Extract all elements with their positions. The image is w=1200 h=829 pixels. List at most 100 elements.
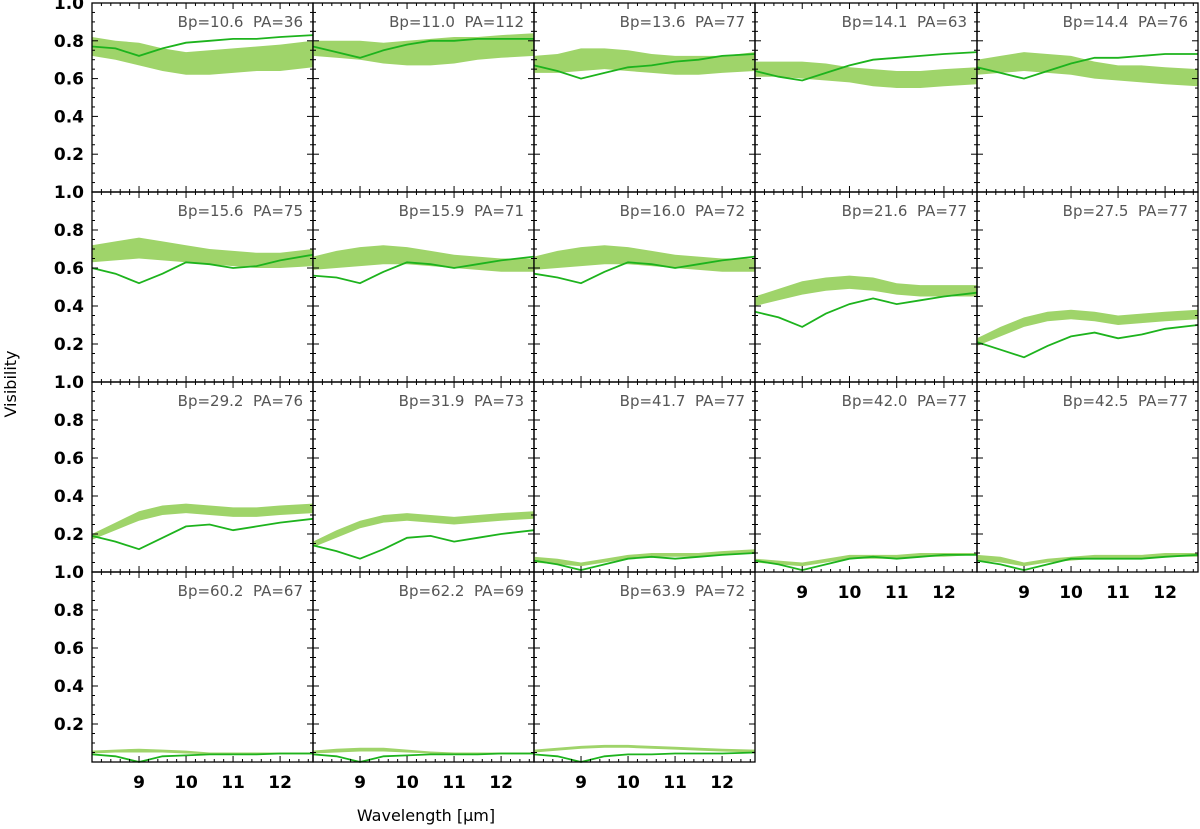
- panel: Bp=31.9 PA=73: [312, 381, 535, 573]
- panel-frame: [533, 381, 756, 573]
- panel-frame: [533, 2, 756, 193]
- y-tick-label: 0.2: [54, 715, 84, 735]
- observed-visibility-band: [977, 553, 1198, 567]
- x-tick-label: 11: [885, 583, 909, 603]
- y-tick-label: 0.6: [54, 259, 84, 279]
- panel-baseline-label: Bp=42.0 PA=77: [842, 392, 967, 410]
- panel-baseline-label: Bp=60.2 PA=67: [178, 582, 303, 600]
- panel-frame: [312, 2, 535, 193]
- model-visibility-line: [976, 324, 1199, 359]
- panel-frame: [91, 2, 314, 193]
- panel-baseline-label: Bp=42.5 PA=77: [1063, 392, 1188, 410]
- model-visibility-line: [312, 255, 535, 285]
- x-tick-label: 10: [838, 583, 862, 603]
- panel-baseline-label: Bp=29.2 PA=76: [178, 392, 303, 410]
- observed-visibility-band: [534, 549, 755, 567]
- observed-visibility-band: [534, 245, 755, 272]
- y-axis-label: Visibility: [1, 350, 20, 417]
- x-tick-label: 11: [1106, 583, 1130, 603]
- x-tick-label: 10: [174, 773, 198, 793]
- x-tick-label: 9: [133, 773, 145, 793]
- y-tick-label: 0.4: [54, 677, 84, 697]
- x-tick-label: 12: [268, 773, 292, 793]
- panel-frame: [976, 381, 1199, 573]
- x-tick-label: 11: [663, 773, 687, 793]
- model-visibility-line: [754, 291, 978, 328]
- y-tick-label: 1.0: [54, 0, 84, 14]
- x-tick-label: 11: [442, 773, 466, 793]
- model-visibility-line: [91, 34, 314, 57]
- observed-visibility-band: [92, 37, 313, 75]
- model-visibility-line: [533, 53, 756, 80]
- x-tick-label: 10: [1059, 583, 1083, 603]
- x-tick-label: 11: [221, 773, 245, 793]
- panel-baseline-label: Bp=11.0 PA=112: [389, 13, 524, 31]
- model-visibility-line: [91, 752, 313, 763]
- model-visibility-line: [312, 38, 534, 59]
- model-visibility-line: [91, 517, 314, 551]
- panel: Bp=16.0 PA=72: [533, 191, 756, 383]
- model-visibility-line: [976, 554, 1199, 572]
- y-tick-label: 0.8: [54, 221, 84, 241]
- model-visibility-line: [312, 752, 534, 763]
- panel-baseline-label: Bp=27.5 PA=77: [1063, 202, 1188, 220]
- panel: Bp=15.9 PA=71: [312, 191, 535, 383]
- model-visibility-line: [312, 529, 535, 560]
- panel: Bp=63.9 PA=72: [533, 571, 756, 763]
- x-tick-label: 12: [932, 583, 956, 603]
- panel-frame: [91, 381, 314, 573]
- x-tick-label: 9: [575, 773, 587, 793]
- x-tick-label: 9: [354, 773, 366, 793]
- y-tick-label: 1.0: [54, 183, 84, 203]
- x-axis-label: Wavelength [μm]: [357, 806, 495, 825]
- panel-baseline-label: Bp=41.7 PA=77: [620, 392, 745, 410]
- model-visibility-line: [754, 554, 977, 572]
- y-tick-label: 0.8: [54, 601, 84, 621]
- y-tick-label: 1.0: [54, 373, 84, 393]
- observed-visibility-band: [755, 61, 977, 88]
- observed-visibility-band: [755, 275, 977, 306]
- panels-layer: Bp=10.6 PA=36 Bp=11.0 PA=112 Bp=13.6 PA=77…: [91, 2, 1199, 763]
- panel-baseline-label: Bp=31.9 PA=73: [399, 392, 524, 410]
- observed-visibility-band: [977, 52, 1198, 87]
- panel-frame: [91, 191, 314, 383]
- x-tick-label: 12: [489, 773, 513, 793]
- panel: Bp=21.6 PA=77: [754, 191, 978, 383]
- panel-frame: [533, 191, 756, 383]
- y-tick-label: 0.2: [54, 145, 84, 165]
- y-tick-label: 0.2: [54, 525, 84, 545]
- x-tick-label: 12: [1153, 583, 1177, 603]
- observed-visibility-band: [313, 245, 534, 272]
- panel: Bp=14.4 PA=76: [976, 2, 1199, 193]
- panel-baseline-label: Bp=15.9 PA=71: [399, 202, 524, 220]
- model-visibility-line: [533, 552, 756, 572]
- observed-visibility-band: [92, 503, 313, 540]
- panel-frame: [976, 2, 1199, 193]
- observed-visibility-band: [313, 511, 534, 548]
- y-tick-label: 0.6: [54, 70, 84, 90]
- panel: Bp=10.6 PA=36: [91, 2, 314, 193]
- panel-frame: [312, 191, 535, 383]
- model-visibility-line: [533, 255, 756, 285]
- panel-baseline-label: Bp=62.2 PA=69: [399, 582, 524, 600]
- panel-baseline-label: Bp=14.1 PA=63: [842, 13, 967, 31]
- panel-baseline-label: Bp=13.6 PA=77: [620, 13, 745, 31]
- panel-baseline-label: Bp=16.0 PA=72: [620, 202, 745, 220]
- panel: Bp=60.2 PA=67: [91, 571, 314, 763]
- panel-frame: [312, 381, 535, 573]
- y-tick-label: 0.6: [54, 449, 84, 469]
- panel: Bp=13.6 PA=77: [533, 2, 756, 193]
- x-tick-label: 10: [616, 773, 640, 793]
- panel: Bp=15.6 PA=75: [91, 191, 314, 383]
- panel-baseline-label: Bp=21.6 PA=77: [842, 202, 967, 220]
- observed-visibility-band: [92, 237, 313, 268]
- panel-baseline-label: Bp=14.4 PA=76: [1063, 13, 1188, 31]
- y-tick-label: 0.8: [54, 32, 84, 52]
- model-visibility-line: [533, 751, 756, 763]
- observed-visibility-band: [534, 744, 755, 753]
- panel: Bp=41.7 PA=77: [533, 381, 756, 573]
- x-tick-label: 9: [796, 583, 808, 603]
- model-visibility-line: [754, 51, 978, 82]
- panel-baseline-label: Bp=15.6 PA=75: [178, 202, 303, 220]
